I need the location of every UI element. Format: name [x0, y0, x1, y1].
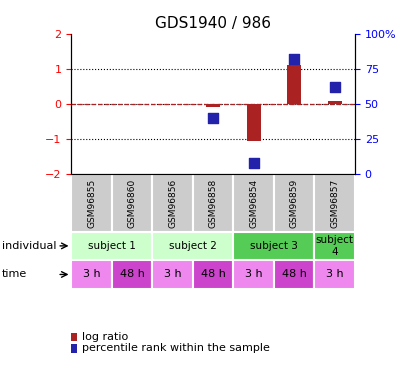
Bar: [287, 65, 301, 104]
Bar: [193, 174, 233, 232]
Bar: [71, 260, 112, 289]
Text: subject
4: subject 4: [316, 235, 354, 256]
Text: GSM96857: GSM96857: [330, 178, 339, 228]
Text: GSM96854: GSM96854: [249, 178, 258, 228]
Text: log ratio: log ratio: [82, 332, 128, 342]
Bar: [246, 104, 261, 141]
Text: 3 h: 3 h: [326, 270, 344, 279]
Point: [210, 115, 216, 121]
Bar: [328, 100, 342, 104]
Point: [291, 56, 297, 62]
Text: 48 h: 48 h: [201, 270, 226, 279]
Bar: [274, 260, 315, 289]
Bar: [112, 260, 153, 289]
Bar: [193, 260, 233, 289]
Bar: [233, 260, 274, 289]
Text: 48 h: 48 h: [282, 270, 307, 279]
Text: percentile rank within the sample: percentile rank within the sample: [82, 344, 269, 353]
Point: [331, 84, 338, 90]
Text: subject 3: subject 3: [250, 241, 298, 251]
Text: GSM96860: GSM96860: [128, 178, 137, 228]
Bar: [274, 174, 315, 232]
Text: GSM96855: GSM96855: [87, 178, 96, 228]
Bar: [206, 104, 220, 106]
Text: time: time: [2, 270, 27, 279]
Bar: [233, 232, 315, 260]
Text: 3 h: 3 h: [164, 270, 182, 279]
Title: GDS1940 / 986: GDS1940 / 986: [155, 16, 271, 31]
Bar: [315, 174, 355, 232]
Point: [251, 160, 257, 166]
Bar: [315, 232, 355, 260]
Bar: [153, 174, 193, 232]
Text: GSM96859: GSM96859: [290, 178, 299, 228]
Text: subject 2: subject 2: [169, 241, 217, 251]
Text: individual: individual: [2, 241, 57, 251]
Bar: [315, 260, 355, 289]
Bar: [153, 260, 193, 289]
Text: subject 1: subject 1: [88, 241, 136, 251]
Text: GSM96858: GSM96858: [208, 178, 218, 228]
Text: 3 h: 3 h: [245, 270, 262, 279]
Text: GSM96856: GSM96856: [168, 178, 177, 228]
Text: 48 h: 48 h: [120, 270, 144, 279]
Bar: [71, 232, 153, 260]
Bar: [153, 232, 233, 260]
Bar: [233, 174, 274, 232]
Bar: [71, 174, 112, 232]
Bar: [112, 174, 153, 232]
Text: 3 h: 3 h: [83, 270, 100, 279]
